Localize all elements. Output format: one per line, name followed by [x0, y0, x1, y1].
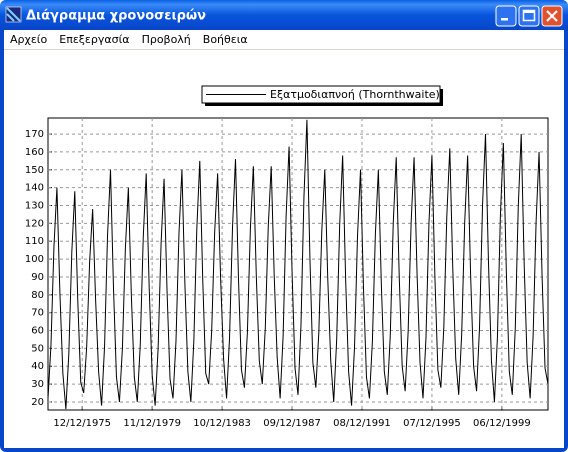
menu-item[interactable]: Αρχείο — [10, 33, 48, 46]
y-tick-label: 70 — [31, 308, 44, 319]
window-title: Διάγραμμα χρονοσειρών — [26, 9, 206, 24]
y-tick-label: 140 — [25, 183, 44, 194]
legend: Εξατμοδιαπνοή (Thornthwaite) — [201, 85, 443, 106]
x-tick-label: 11/12/1979 — [123, 418, 181, 429]
y-tick-label: 160 — [25, 147, 44, 158]
x-tick-label: 10/12/1983 — [193, 418, 251, 429]
plot-frame — [47, 117, 549, 411]
y-tick-label: 60 — [31, 326, 44, 337]
y-tick-label: 130 — [25, 201, 44, 212]
y-tick-label: 100 — [25, 254, 44, 265]
maximize-button[interactable] — [518, 5, 540, 27]
y-tick-label: 40 — [31, 361, 44, 372]
legend-label: Εξατμοδιαπνοή (Thornthwaite) — [270, 88, 440, 101]
y-tick-label: 20 — [31, 397, 44, 408]
x-tick-label: 12/12/1975 — [53, 418, 111, 429]
y-tick-label: 110 — [25, 236, 44, 247]
y-tick-label: 80 — [31, 290, 44, 301]
y-tick-label: 90 — [31, 272, 44, 283]
x-tick-label: 08/12/1991 — [333, 418, 391, 429]
menu-bar: Αρχείο Επεξεργασία Προβολή Βοήθεια — [10, 33, 248, 46]
y-tick-label: 150 — [25, 165, 44, 176]
x-tick-label: 07/12/1995 — [403, 418, 461, 429]
x-tick-label: 06/12/1999 — [473, 418, 531, 429]
menu-item[interactable]: Επεξεργασία — [59, 33, 129, 46]
minimize-button[interactable] — [495, 5, 517, 27]
y-tick-label: 170 — [25, 129, 44, 140]
y-tick-label: 120 — [25, 218, 44, 229]
y-tick-label: 30 — [31, 379, 44, 390]
title-bar — [0, 0, 568, 30]
series-line — [47, 119, 549, 410]
y-tick-label: 50 — [31, 343, 44, 354]
x-tick-label: 09/12/1987 — [263, 418, 321, 429]
menu-item[interactable]: Προβολή — [142, 33, 191, 46]
menu-item[interactable]: Βοήθεια — [203, 33, 248, 46]
app-icon — [5, 6, 22, 23]
close-button[interactable] — [541, 5, 563, 27]
